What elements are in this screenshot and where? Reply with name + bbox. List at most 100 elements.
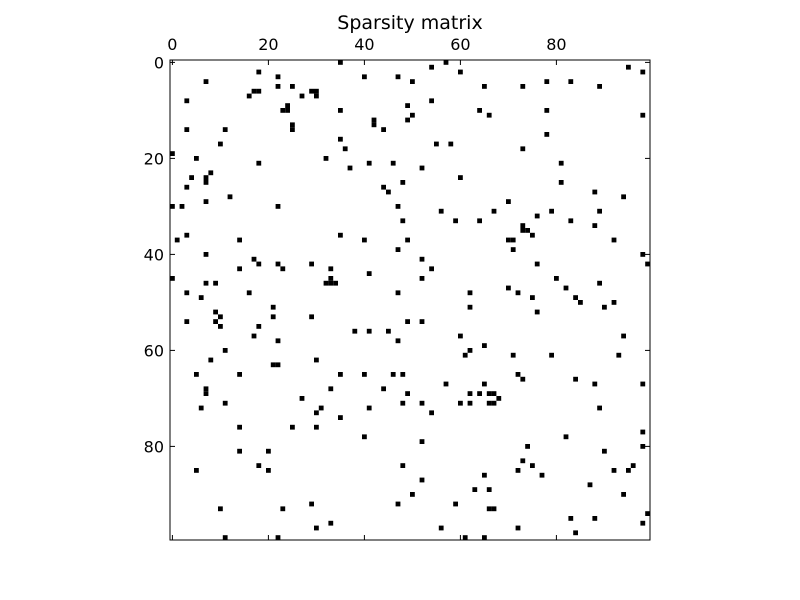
nonzero-cell — [400, 400, 406, 406]
nonzero-cell — [640, 429, 646, 435]
nonzero-cell — [218, 314, 223, 320]
nonzero-cell — [616, 352, 622, 358]
nonzero-cell — [491, 391, 497, 396]
nonzero-cell — [333, 280, 338, 286]
nonzero-cell — [458, 69, 463, 75]
nonzero-cell — [218, 141, 223, 147]
nonzero-cell — [386, 189, 391, 195]
nonzero-cell — [170, 204, 175, 209]
nonzero-cell — [256, 160, 262, 166]
nonzero-cell — [458, 175, 463, 180]
nonzero-cell — [640, 381, 646, 387]
nonzero-cell — [366, 160, 372, 166]
nonzero-cell — [419, 276, 425, 281]
nonzero-cell — [314, 525, 319, 531]
nonzero-cell — [256, 324, 262, 329]
nonzero-cell — [458, 400, 463, 406]
nonzero-cell — [251, 333, 257, 339]
nonzero-cell — [184, 232, 190, 238]
nonzero-cell — [347, 165, 353, 171]
nonzero-cell — [395, 247, 401, 252]
nonzero-cell — [328, 276, 334, 281]
nonzero-cell — [390, 160, 396, 166]
nonzero-cell — [482, 84, 487, 89]
nonzero-cell — [578, 300, 583, 305]
nonzero-cell — [568, 79, 574, 84]
nonzero-cell — [203, 280, 209, 286]
y-tick-label: 60 — [144, 341, 164, 360]
nonzero-cell — [510, 352, 516, 358]
nonzero-cell — [246, 93, 252, 99]
nonzero-cell — [189, 175, 194, 180]
nonzero-cell — [611, 237, 617, 243]
nonzero-cell — [558, 160, 564, 166]
nonzero-cell — [366, 271, 372, 276]
nonzero-cell — [203, 180, 209, 185]
nonzero-cell — [285, 103, 290, 108]
nonzero-cell — [530, 295, 535, 300]
nonzero-cell — [395, 338, 401, 344]
nonzero-cell — [621, 333, 626, 339]
nonzero-cell — [314, 88, 319, 94]
nonzero-cell — [256, 88, 262, 94]
y-tick-label: 40 — [144, 245, 164, 264]
nonzero-cell — [645, 511, 650, 516]
nonzero-cell — [626, 468, 631, 473]
nonzero-cell — [443, 60, 449, 65]
nonzero-cell — [400, 372, 406, 377]
nonzero-cell — [203, 175, 209, 180]
nonzero-cell — [381, 184, 386, 190]
nonzero-cell — [611, 300, 617, 305]
nonzero-cell — [362, 74, 367, 80]
nonzero-cell — [602, 448, 607, 454]
nonzero-cell — [530, 463, 535, 468]
nonzero-cell — [462, 535, 468, 540]
nonzero-cell — [482, 381, 487, 387]
nonzero-cell — [275, 74, 281, 80]
nonzero-cell — [309, 314, 314, 320]
nonzero-cell — [472, 487, 478, 492]
nonzero-cell — [309, 88, 314, 94]
nonzero-cell — [222, 400, 228, 406]
nonzero-cell — [491, 400, 497, 406]
nonzero-cell — [366, 328, 372, 334]
nonzero-cell — [621, 492, 626, 497]
nonzero-cell — [280, 506, 286, 512]
nonzero-cell — [453, 501, 458, 507]
nonzero-cell — [486, 487, 492, 492]
nonzero-cell — [366, 405, 372, 411]
nonzero-cell — [520, 146, 526, 152]
nonzero-cell — [592, 223, 598, 228]
nonzero-cell — [592, 381, 598, 387]
nonzero-cell — [275, 261, 281, 267]
nonzero-cell — [328, 280, 334, 286]
nonzero-cell — [194, 372, 199, 377]
nonzero-cell — [453, 218, 458, 224]
nonzero-cell — [525, 444, 530, 449]
nonzero-cell — [482, 472, 487, 478]
nonzero-cell — [544, 108, 550, 113]
nonzero-cell — [467, 304, 473, 310]
nonzero-cell — [597, 84, 602, 89]
nonzero-cell — [400, 463, 406, 468]
nonzero-cell — [213, 309, 218, 315]
y-tick-label: 80 — [144, 437, 164, 456]
nonzero-cell — [419, 256, 425, 262]
nonzero-cell — [568, 218, 574, 224]
nonzero-cell — [573, 295, 578, 300]
nonzero-cell — [285, 108, 290, 113]
nonzero-cell — [338, 108, 343, 113]
nonzero-cell — [458, 333, 463, 339]
nonzero-cell — [525, 228, 530, 233]
nonzero-cell — [405, 391, 410, 396]
nonzero-cell — [520, 84, 526, 89]
nonzero-cell — [419, 439, 425, 444]
nonzero-cell — [299, 93, 305, 99]
nonzero-cell — [506, 285, 511, 291]
nonzero-cell — [419, 319, 425, 324]
nonzero-cell — [328, 266, 334, 272]
nonzero-cell — [486, 112, 492, 118]
nonzero-cell — [573, 376, 578, 382]
nonzero-cell — [448, 141, 454, 147]
nonzero-cell — [395, 501, 401, 507]
